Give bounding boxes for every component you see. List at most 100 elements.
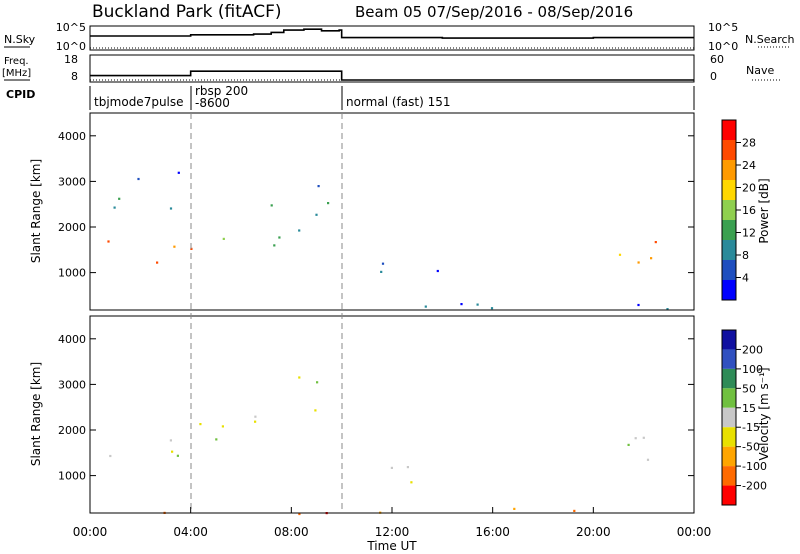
colorbar-tick-label: -50: [742, 441, 760, 454]
heatmap-cell: [424, 305, 427, 308]
heatmap-cell: [221, 425, 224, 428]
heatmap-cell: [634, 437, 637, 440]
heatmap-cell: [156, 261, 159, 264]
heatmap-cell: [109, 454, 112, 458]
colorbar-swatch: [722, 260, 736, 280]
velocity-ylabel: Slant Range [km]: [29, 362, 43, 466]
heatmap-cell: [646, 458, 650, 461]
heatmap-cell: [460, 303, 463, 306]
nave-label: Nave: [746, 64, 774, 77]
heatmap-cell: [171, 450, 174, 453]
colorbar-swatch: [722, 485, 736, 505]
y-tick-label: 3000: [58, 175, 86, 188]
x-tick-label: 00:00: [73, 525, 108, 539]
noise-ytick-right-top: 10^5: [708, 21, 738, 34]
colorbar-swatch: [722, 120, 736, 140]
colorbar-tick-label: 100: [742, 363, 763, 376]
heatmap-cell: [637, 261, 640, 264]
heatmap-cell: [113, 206, 116, 209]
noise-ytick-left-bottom: 10^0: [56, 40, 86, 53]
colorbar-tick-label: 8: [742, 249, 749, 262]
heatmap-cell: [406, 466, 409, 469]
power-panel-frame: [89, 112, 695, 311]
colorbar-tick-label: 4: [742, 272, 749, 285]
heatmap-cell: [254, 415, 257, 418]
colorbar-tick-label: -200: [742, 480, 767, 493]
freq-series-group: [90, 70, 694, 81]
x-tick-label: 16:00: [475, 525, 510, 539]
heatmap-cell: [327, 202, 330, 205]
power-ylabel: Slant Range [km]: [29, 159, 43, 263]
heatmap-cell: [654, 241, 657, 244]
colorbar-tick-label: 50: [742, 382, 756, 395]
colorbar-swatch: [722, 140, 736, 160]
heatmap-cell: [666, 308, 669, 311]
colorbar-swatch: [722, 160, 736, 180]
noise-line-0: [90, 28, 694, 39]
colorbar-swatch: [722, 427, 736, 447]
heatmap-cell: [436, 269, 439, 273]
cpid-segment-2b: -8600: [195, 96, 230, 110]
heatmap-cell: [315, 213, 318, 216]
xlabel: Time UT: [366, 539, 417, 553]
heatmap-cell: [317, 185, 320, 188]
x-tick-label: 04:00: [173, 525, 208, 539]
x-tick-label: 12:00: [375, 525, 410, 539]
heatmap-cell: [650, 257, 653, 260]
colorbar-tick-label: 15: [742, 402, 756, 415]
heatmap-cell: [173, 245, 176, 248]
colorbar-swatch: [722, 240, 736, 260]
cpid-segment-3: normal (fast) 151: [346, 95, 450, 109]
noise-series-group: [90, 28, 694, 49]
y-tick-label: 2000: [58, 424, 86, 437]
heatmap-cell: [298, 229, 301, 232]
heatmap-cell: [381, 262, 385, 265]
freq-ytick-right-bottom: 0: [710, 70, 717, 83]
heatmap-cell: [215, 438, 218, 441]
colorbar-tick-label: 24: [742, 159, 756, 172]
colorbar-swatch: [722, 466, 736, 486]
colorbar-swatch: [722, 446, 736, 467]
y-tick-label: 1000: [58, 470, 86, 483]
heatmap-cell: [380, 270, 383, 273]
velocity-colorbar-label: Velocity [m s⁻¹]: [757, 367, 771, 460]
heatmap-cell: [169, 439, 172, 442]
freq-panel-frame: [89, 54, 695, 83]
heatmap-cell: [316, 381, 319, 384]
colorbar-frame: [721, 329, 737, 506]
freq-label: Freq.: [4, 56, 29, 67]
freq-ytick-right-top: 60: [710, 53, 724, 66]
power-colorbar-label: Power [dB]: [757, 178, 771, 243]
power-y-axis: 1000 2000 3000 4000: [58, 130, 694, 280]
velocity-panel-frame: [89, 315, 695, 514]
freq-unit-label: [MHz]: [2, 68, 31, 79]
velocity-colorbar: 200 100 50 15 -15 -50 -100 -200: [721, 329, 767, 506]
power-heatmap: [107, 171, 669, 311]
colorbar-swatch: [722, 349, 736, 369]
heatmap-cell: [627, 443, 630, 446]
heatmap-cell: [118, 197, 121, 200]
heatmap-cell: [390, 466, 393, 469]
heatmap-cell: [618, 253, 622, 256]
heatmap-cell: [176, 454, 179, 457]
y-tick-label: 4000: [58, 333, 86, 346]
heatmap-cell: [513, 507, 516, 510]
colorbar-swatch: [722, 200, 736, 220]
y-tick-label: 1000: [58, 267, 86, 280]
heatmap-cell: [107, 240, 110, 243]
cpid-segment-2: rbsp 200: [195, 84, 248, 98]
colorbar-tick-label: -100: [742, 460, 767, 473]
plot-title: Buckland Park (fitACF): [92, 2, 282, 22]
heatmap-cell: [199, 423, 202, 426]
heatmap-cell: [490, 307, 494, 310]
heatmap-cell: [278, 236, 281, 239]
colorbar-swatch: [722, 407, 736, 428]
heatmap-cell: [270, 204, 273, 207]
velocity-y-axis: 1000 2000 3000 4000: [58, 333, 694, 483]
colorbar-swatch: [722, 280, 736, 300]
y-tick-label: 4000: [58, 130, 86, 143]
power-colorbar: 28 24 20 16 12 8 4: [721, 119, 756, 301]
nsearch-label: N.Search: [745, 33, 795, 46]
